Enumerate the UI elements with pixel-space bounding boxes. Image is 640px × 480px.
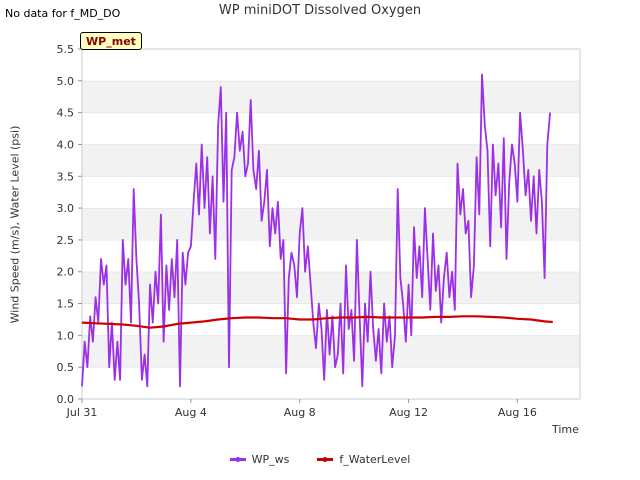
grid-band (82, 239, 580, 272)
plot-frame (81, 48, 581, 400)
y-tick-label: 4.5 (57, 107, 75, 120)
legend-item-wp-ws[interactable]: WP_ws (229, 453, 290, 466)
grid-band (82, 367, 580, 399)
chart-title: WP miniDOT Dissolved Oxygen (218, 3, 422, 18)
y-tick-label: 0.0 (57, 393, 75, 406)
y-tick-label: 1.0 (57, 329, 75, 342)
chart-axes (81, 48, 581, 400)
legend-label-water-level: f_WaterLevel (339, 453, 411, 466)
series-line-f-waterlevel (81, 315, 553, 329)
x-tick-label: Aug 16 (498, 406, 537, 419)
y-tick-label: 0.5 (57, 361, 75, 374)
y-tick-label: 1.5 (57, 298, 75, 311)
grid-band (82, 49, 580, 81)
y-axis-label: Wind Speed (m/s), Water Level (psi) (8, 125, 22, 324)
y-tick-label: 2.5 (57, 234, 75, 247)
y-tick-label: 5.5 (57, 43, 75, 56)
legend-swatch-wp-ws (229, 457, 246, 462)
x-tick-label: Aug 4 (175, 406, 207, 419)
y-tick-label: 4.0 (57, 138, 75, 151)
y-tick-label: 5.0 (57, 75, 75, 88)
grid-band (82, 80, 580, 113)
x-tick-label: Aug 8 (284, 406, 316, 419)
series-lines (81, 73, 553, 388)
legend-item-water-level[interactable]: f_WaterLevel (317, 453, 410, 466)
y-tick-label: 3.0 (57, 202, 75, 215)
x-tick-label: Jul 31 (66, 406, 98, 419)
x-tick-label: Aug 12 (389, 406, 428, 419)
x-axis-ticks: Jul 31 Aug 4 Aug 8 Aug 12 Aug 16 (66, 399, 537, 419)
grid-band (82, 112, 580, 145)
y-axis-ticks: 0.0 0.5 1.0 1.5 2.0 2.5 3.0 3.5 4.0 4.5 5.0 5.5 (57, 43, 82, 406)
no-data-message: No data for f_MD_DO (5, 7, 121, 20)
legend-swatch-water-level (317, 457, 334, 462)
y-tick-label: 2.0 (57, 266, 75, 279)
legend-label-wp-ws: WP_ws (251, 453, 290, 466)
x-axis-label: Time (552, 423, 579, 436)
site-badge: WP_met (80, 32, 142, 50)
grid-bands (82, 48, 580, 399)
y-tick-label: 3.5 (57, 170, 75, 183)
chart-legend: WP_ws f_WaterLevel (0, 453, 640, 466)
grid-band (82, 208, 580, 240)
series-line-wp-ws (81, 73, 551, 388)
